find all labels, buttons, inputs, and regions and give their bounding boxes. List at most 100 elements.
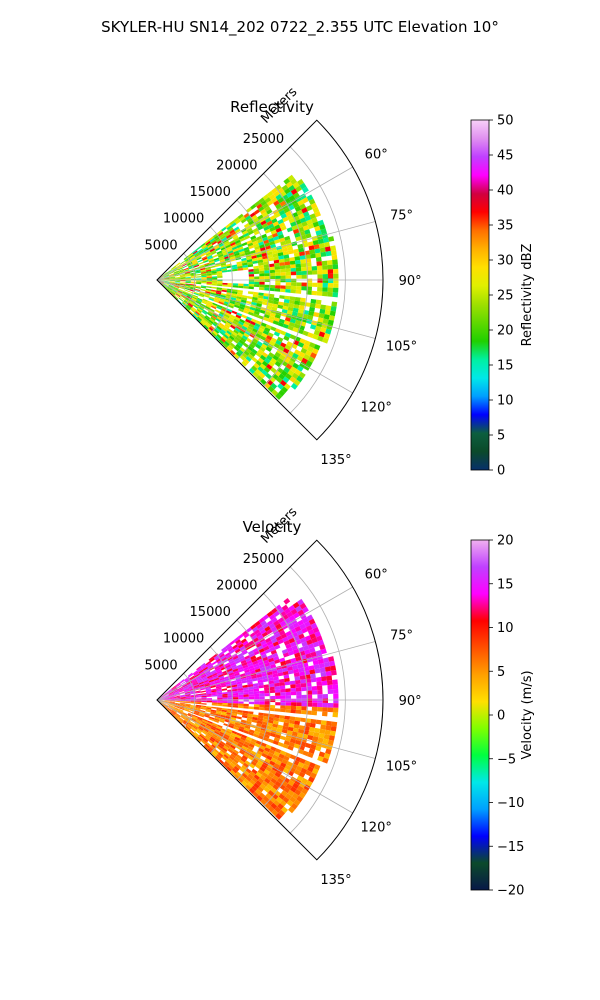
velocity-echo-cell (300, 717, 306, 723)
velocity-echo-cell (163, 692, 168, 696)
reflectivity-echo-cell (174, 274, 180, 277)
reflectivity-echo-cell (201, 278, 207, 280)
velocity-echo-cell (292, 727, 299, 733)
reflectivity-echo-cell (184, 257, 190, 262)
reflectivity-echo-cell (269, 275, 276, 279)
velocity-echo-cell (239, 673, 246, 677)
velocity-echo-cell (206, 707, 212, 710)
velocity-echo-cell (280, 705, 286, 709)
reflectivity-echo-cell (293, 252, 300, 257)
reflectivity-echo-cell (275, 275, 281, 279)
reflectivity-echo-cell (217, 324, 224, 329)
velocity-echo-cell (169, 701, 175, 703)
velocity-echo-cell (304, 635, 312, 642)
velocity-echo-cell (246, 627, 253, 633)
velocity-echo-cell (259, 704, 265, 708)
reflectivity-echo-cell (290, 188, 298, 195)
velocity-echo-cell (322, 702, 328, 708)
reflectivity-echo-cell (323, 314, 330, 320)
velocity-echo-cell (164, 699, 170, 700)
velocity-echo-cell (202, 677, 208, 681)
reflectivity-echo-cell (207, 255, 213, 259)
velocity-echo-cell (174, 692, 180, 695)
reflectivity-echo-cell (251, 365, 258, 372)
reflectivity-echo-cell (167, 269, 172, 273)
reflectivity-echo-cell (282, 251, 289, 256)
velocity-echo-cell (225, 732, 231, 737)
reflectivity-echo-cell (298, 371, 306, 379)
velocity-echo-cell (327, 739, 334, 746)
velocity-echo-cell (164, 697, 170, 699)
velocity-echo-cell (264, 626, 271, 632)
velocity-echo-cell (242, 664, 249, 669)
reflectivity-echo-cell (261, 369, 268, 376)
reflectivity-echo-cell (214, 309, 221, 314)
reflectivity-echo-cell (259, 276, 265, 280)
reflectivity-echo-cell (164, 282, 170, 285)
reflectivity-echo-cell (221, 306, 228, 311)
reflectivity-echo-cell (263, 295, 269, 300)
velocity-echo-cell (195, 695, 202, 697)
reflectivity-echo-cell (275, 278, 281, 283)
velocity-echo-cell (295, 679, 301, 685)
reflectivity-echo-cell (213, 299, 219, 303)
velocity-echo-cell (234, 736, 241, 741)
velocity-echo-cell (239, 738, 246, 744)
reflectivity-echo-cell (208, 297, 214, 302)
reflectivity-echo-cell (276, 248, 283, 254)
velocity-echo-cell (293, 672, 300, 677)
reflectivity-echo-cell (177, 266, 183, 270)
reflectivity-echo-cell (226, 234, 232, 239)
velocity-echo-cell (230, 680, 237, 684)
velocity-echo-cell (167, 707, 172, 712)
reflectivity-echo-cell (159, 280, 164, 283)
velocity-echo-cell (206, 706, 212, 709)
velocity-echo-cell (241, 764, 248, 771)
reflectivity-echo-cell (175, 262, 180, 267)
velocity-echo-cell (164, 698, 170, 700)
velocity-echo-cell (312, 641, 320, 648)
velocity-echo-cell (269, 707, 275, 712)
reflectivity-echo-cell (289, 299, 295, 305)
velocity-echo-cell (277, 741, 284, 747)
velocity-echo-cell (259, 651, 266, 656)
velocity-echo-cell (247, 745, 254, 751)
reflectivity-echo-cell (206, 322, 212, 327)
reflectivity-echo-cell (193, 304, 199, 309)
velocity-echo-cell (248, 731, 254, 736)
reflectivity-echo-cell (239, 215, 246, 222)
velocity-echo-cell (243, 632, 250, 639)
reflectivity-echo-cell (303, 353, 310, 361)
velocity-range-tick-label: 15000 (190, 605, 231, 620)
reflectivity-echo-cell (178, 297, 184, 302)
reflectivity-echo-cell (290, 264, 296, 269)
velocity-echo-cell (218, 742, 225, 748)
reflectivity-echo-cell (183, 300, 189, 305)
velocity-echo-cell (180, 679, 185, 684)
velocity-colorbar-tick-label: −15 (497, 840, 524, 855)
reflectivity-echo-cell (311, 266, 318, 271)
reflectivity-echo-cell (183, 290, 189, 294)
velocity-echo-cell (296, 775, 304, 782)
reflectivity-echo-cell (322, 278, 328, 283)
reflectivity-echo-cell (176, 264, 182, 268)
velocity-echo-cell (175, 713, 181, 718)
reflectivity-echo-cell (268, 352, 275, 358)
reflectivity-echo-cell (269, 226, 276, 232)
reflectivity-echo-cell (253, 265, 259, 269)
velocity-echo-cell (197, 679, 203, 683)
velocity-echo-cell (315, 650, 322, 656)
reflectivity-echo-cell (244, 305, 251, 310)
velocity-range-tick-label: 10000 (163, 632, 204, 647)
reflectivity-echo-cell (273, 256, 279, 261)
reflectivity-echo-cell (264, 228, 271, 234)
velocity-echo-cell (254, 665, 260, 670)
velocity-echo-cell (170, 711, 175, 716)
velocity-echo-cell (316, 681, 323, 686)
reflectivity-echo-cell (298, 351, 306, 358)
reflectivity-echo-cell (315, 252, 322, 258)
velocity-echo-cell (240, 757, 247, 763)
velocity-echo-cell (223, 723, 229, 727)
reflectivity-echo-cell (251, 348, 258, 355)
velocity-echo-cell (318, 751, 326, 758)
